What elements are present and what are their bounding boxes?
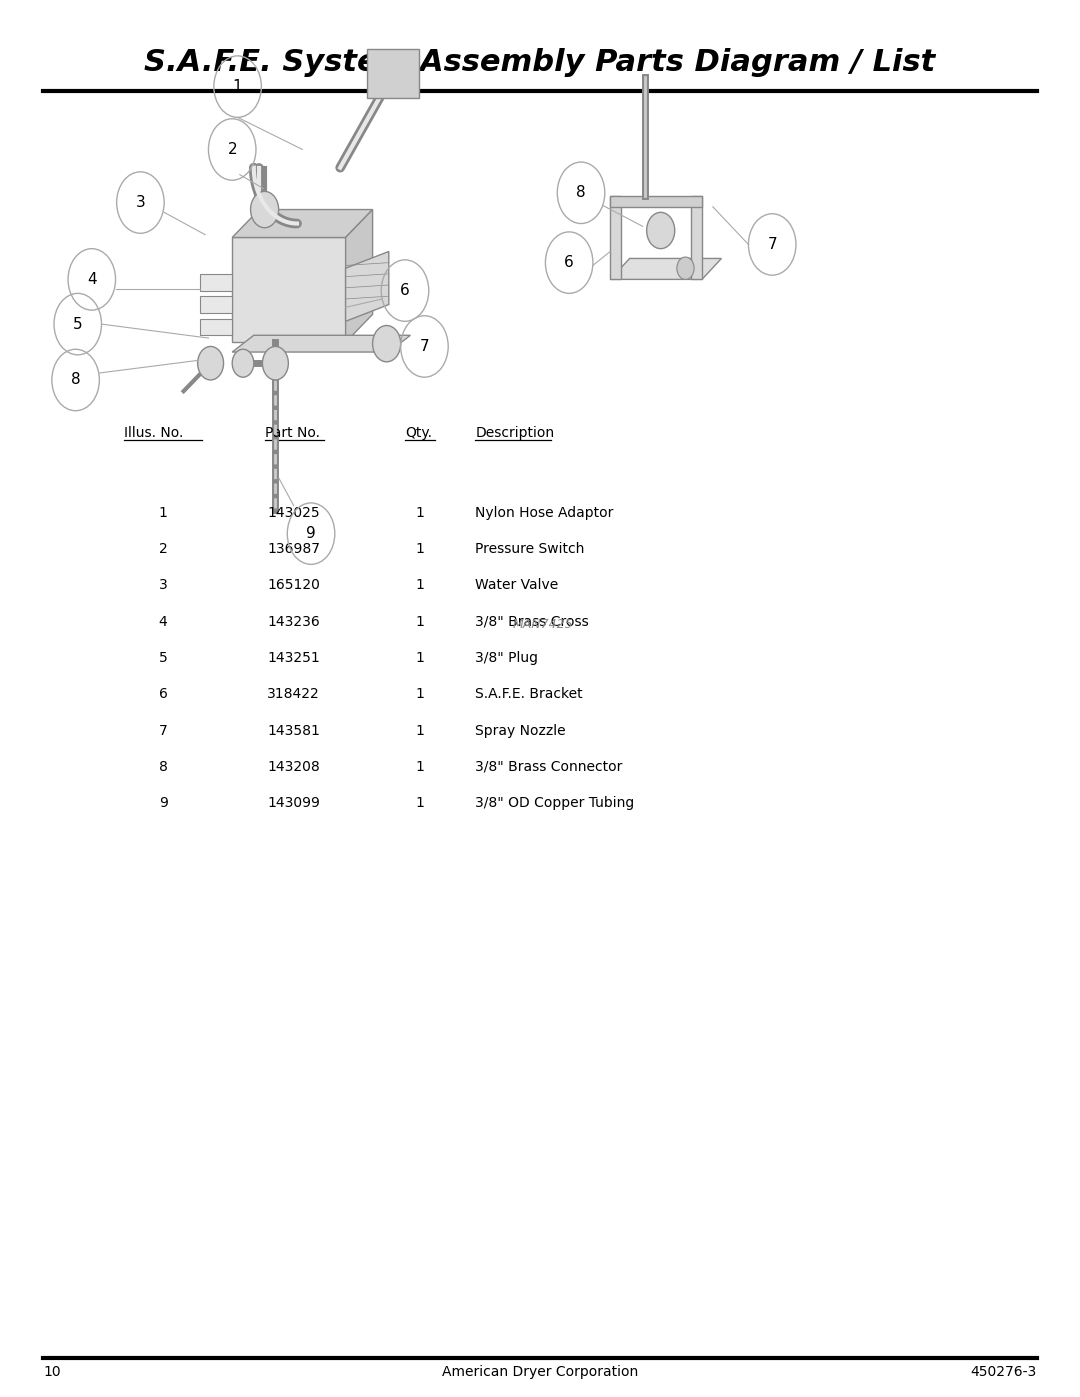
Text: 136987: 136987 [267, 542, 321, 556]
Text: 9: 9 [306, 527, 316, 541]
Text: 165120: 165120 [268, 578, 320, 592]
Polygon shape [610, 258, 721, 279]
Text: 7: 7 [159, 724, 167, 738]
Polygon shape [200, 319, 232, 335]
Polygon shape [346, 210, 373, 342]
Text: 143208: 143208 [268, 760, 320, 774]
Text: 3/8" Brass Cross: 3/8" Brass Cross [475, 615, 589, 629]
Text: 6: 6 [400, 284, 410, 298]
Polygon shape [610, 196, 702, 207]
Text: 5: 5 [73, 317, 82, 331]
Polygon shape [232, 210, 373, 237]
Text: 4: 4 [159, 615, 167, 629]
Text: 143099: 143099 [268, 796, 320, 810]
Text: Spray Nozzle: Spray Nozzle [475, 724, 566, 738]
Text: Part No.: Part No. [265, 426, 320, 440]
Circle shape [198, 346, 224, 380]
Text: 7: 7 [768, 237, 777, 251]
Text: 1: 1 [416, 760, 424, 774]
Text: 1: 1 [416, 724, 424, 738]
Text: 7: 7 [420, 339, 429, 353]
Polygon shape [200, 274, 232, 291]
Text: 3/8" Brass Connector: 3/8" Brass Connector [475, 760, 622, 774]
Text: 10: 10 [43, 1365, 60, 1379]
Circle shape [232, 349, 254, 377]
Polygon shape [346, 251, 389, 321]
Text: 8: 8 [71, 373, 80, 387]
Text: 8: 8 [159, 760, 167, 774]
Text: 2: 2 [159, 542, 167, 556]
Text: 318422: 318422 [268, 687, 320, 701]
Text: 1: 1 [416, 796, 424, 810]
Text: Nylon Hose Adaptor: Nylon Hose Adaptor [475, 506, 613, 520]
Text: 1: 1 [416, 542, 424, 556]
Text: 1: 1 [159, 506, 167, 520]
Text: 143581: 143581 [268, 724, 320, 738]
Text: 1: 1 [416, 506, 424, 520]
Polygon shape [610, 196, 621, 279]
Text: American Dryer Corporation: American Dryer Corporation [442, 1365, 638, 1379]
Polygon shape [691, 196, 702, 279]
Text: 143236: 143236 [268, 615, 320, 629]
Circle shape [373, 326, 401, 362]
Text: Water Valve: Water Valve [475, 578, 558, 592]
Text: Pressure Switch: Pressure Switch [475, 542, 584, 556]
Circle shape [262, 346, 288, 380]
Text: 143025: 143025 [268, 506, 320, 520]
Text: S.A.F.E. Bracket: S.A.F.E. Bracket [475, 687, 583, 701]
Text: 2: 2 [228, 142, 237, 156]
Text: Qty.: Qty. [405, 426, 432, 440]
Circle shape [677, 257, 694, 279]
Text: 3: 3 [159, 578, 167, 592]
Text: 3: 3 [135, 196, 146, 210]
Text: 3/8" Plug: 3/8" Plug [475, 651, 538, 665]
Text: 5: 5 [159, 651, 167, 665]
Text: 450276-3: 450276-3 [971, 1365, 1037, 1379]
Text: 6: 6 [159, 687, 167, 701]
Text: 1: 1 [416, 578, 424, 592]
Text: 4: 4 [87, 272, 96, 286]
Text: MAN7425: MAN7425 [513, 617, 573, 631]
Text: 143251: 143251 [268, 651, 320, 665]
Text: S.A.F.E. System Assembly Parts Diagram / List: S.A.F.E. System Assembly Parts Diagram /… [145, 49, 935, 77]
Text: 6: 6 [564, 256, 575, 270]
Circle shape [251, 191, 279, 228]
Text: 1: 1 [233, 80, 242, 94]
Polygon shape [232, 237, 346, 342]
Text: 3/8" OD Copper Tubing: 3/8" OD Copper Tubing [475, 796, 634, 810]
FancyBboxPatch shape [367, 49, 419, 98]
Text: 1: 1 [416, 651, 424, 665]
Text: 9: 9 [159, 796, 167, 810]
Text: 1: 1 [416, 615, 424, 629]
Text: 1: 1 [416, 687, 424, 701]
Text: Illus. No.: Illus. No. [124, 426, 184, 440]
Polygon shape [232, 335, 410, 352]
Polygon shape [200, 296, 232, 313]
Circle shape [647, 212, 675, 249]
Text: 8: 8 [577, 186, 585, 200]
Text: Description: Description [475, 426, 554, 440]
